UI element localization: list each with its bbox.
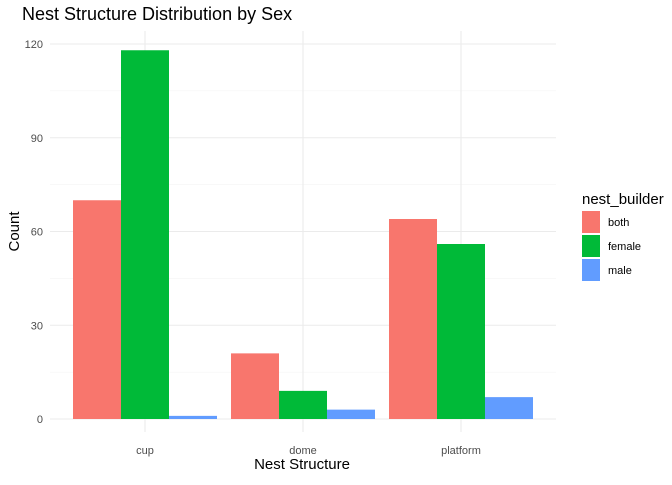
y-tick-label: 90 — [31, 133, 43, 145]
legend-label-male: male — [608, 265, 632, 277]
y-axis-title: Count — [6, 211, 23, 252]
bar-both-platform — [389, 219, 437, 419]
bars — [73, 50, 533, 419]
y-tick-label: 0 — [37, 414, 43, 426]
chart-title: Nest Structure Distribution by Sex — [22, 4, 292, 24]
y-tick-label: 120 — [25, 39, 43, 51]
x-tick-label: dome — [289, 445, 317, 457]
legend-key-female — [582, 235, 600, 257]
legend: nest_builder both female male — [582, 191, 664, 281]
y-tick-label: 30 — [31, 320, 43, 332]
x-axis-title: Nest Structure — [254, 456, 350, 473]
legend-key-male — [582, 259, 600, 281]
bar-male-cup — [169, 415, 217, 419]
bar-female-cup — [121, 50, 169, 419]
legend-key-both — [582, 211, 600, 233]
bar-both-cup — [73, 200, 121, 419]
bar-both-dome — [231, 353, 279, 419]
x-tick-label: cup — [136, 445, 154, 457]
bar-female-dome — [279, 390, 327, 419]
bar-male-platform — [485, 397, 533, 419]
y-tick-label: 60 — [31, 227, 43, 239]
bar-male-dome — [327, 409, 375, 419]
x-tick-label: platform — [441, 445, 481, 457]
x-axis-ticks: cup dome platform — [136, 445, 481, 457]
legend-title: nest_builder — [582, 191, 664, 208]
legend-label-female: female — [608, 241, 641, 253]
y-axis-ticks: 0 30 60 90 120 — [25, 39, 43, 426]
bar-female-platform — [437, 244, 485, 419]
legend-label-both: both — [608, 217, 629, 229]
